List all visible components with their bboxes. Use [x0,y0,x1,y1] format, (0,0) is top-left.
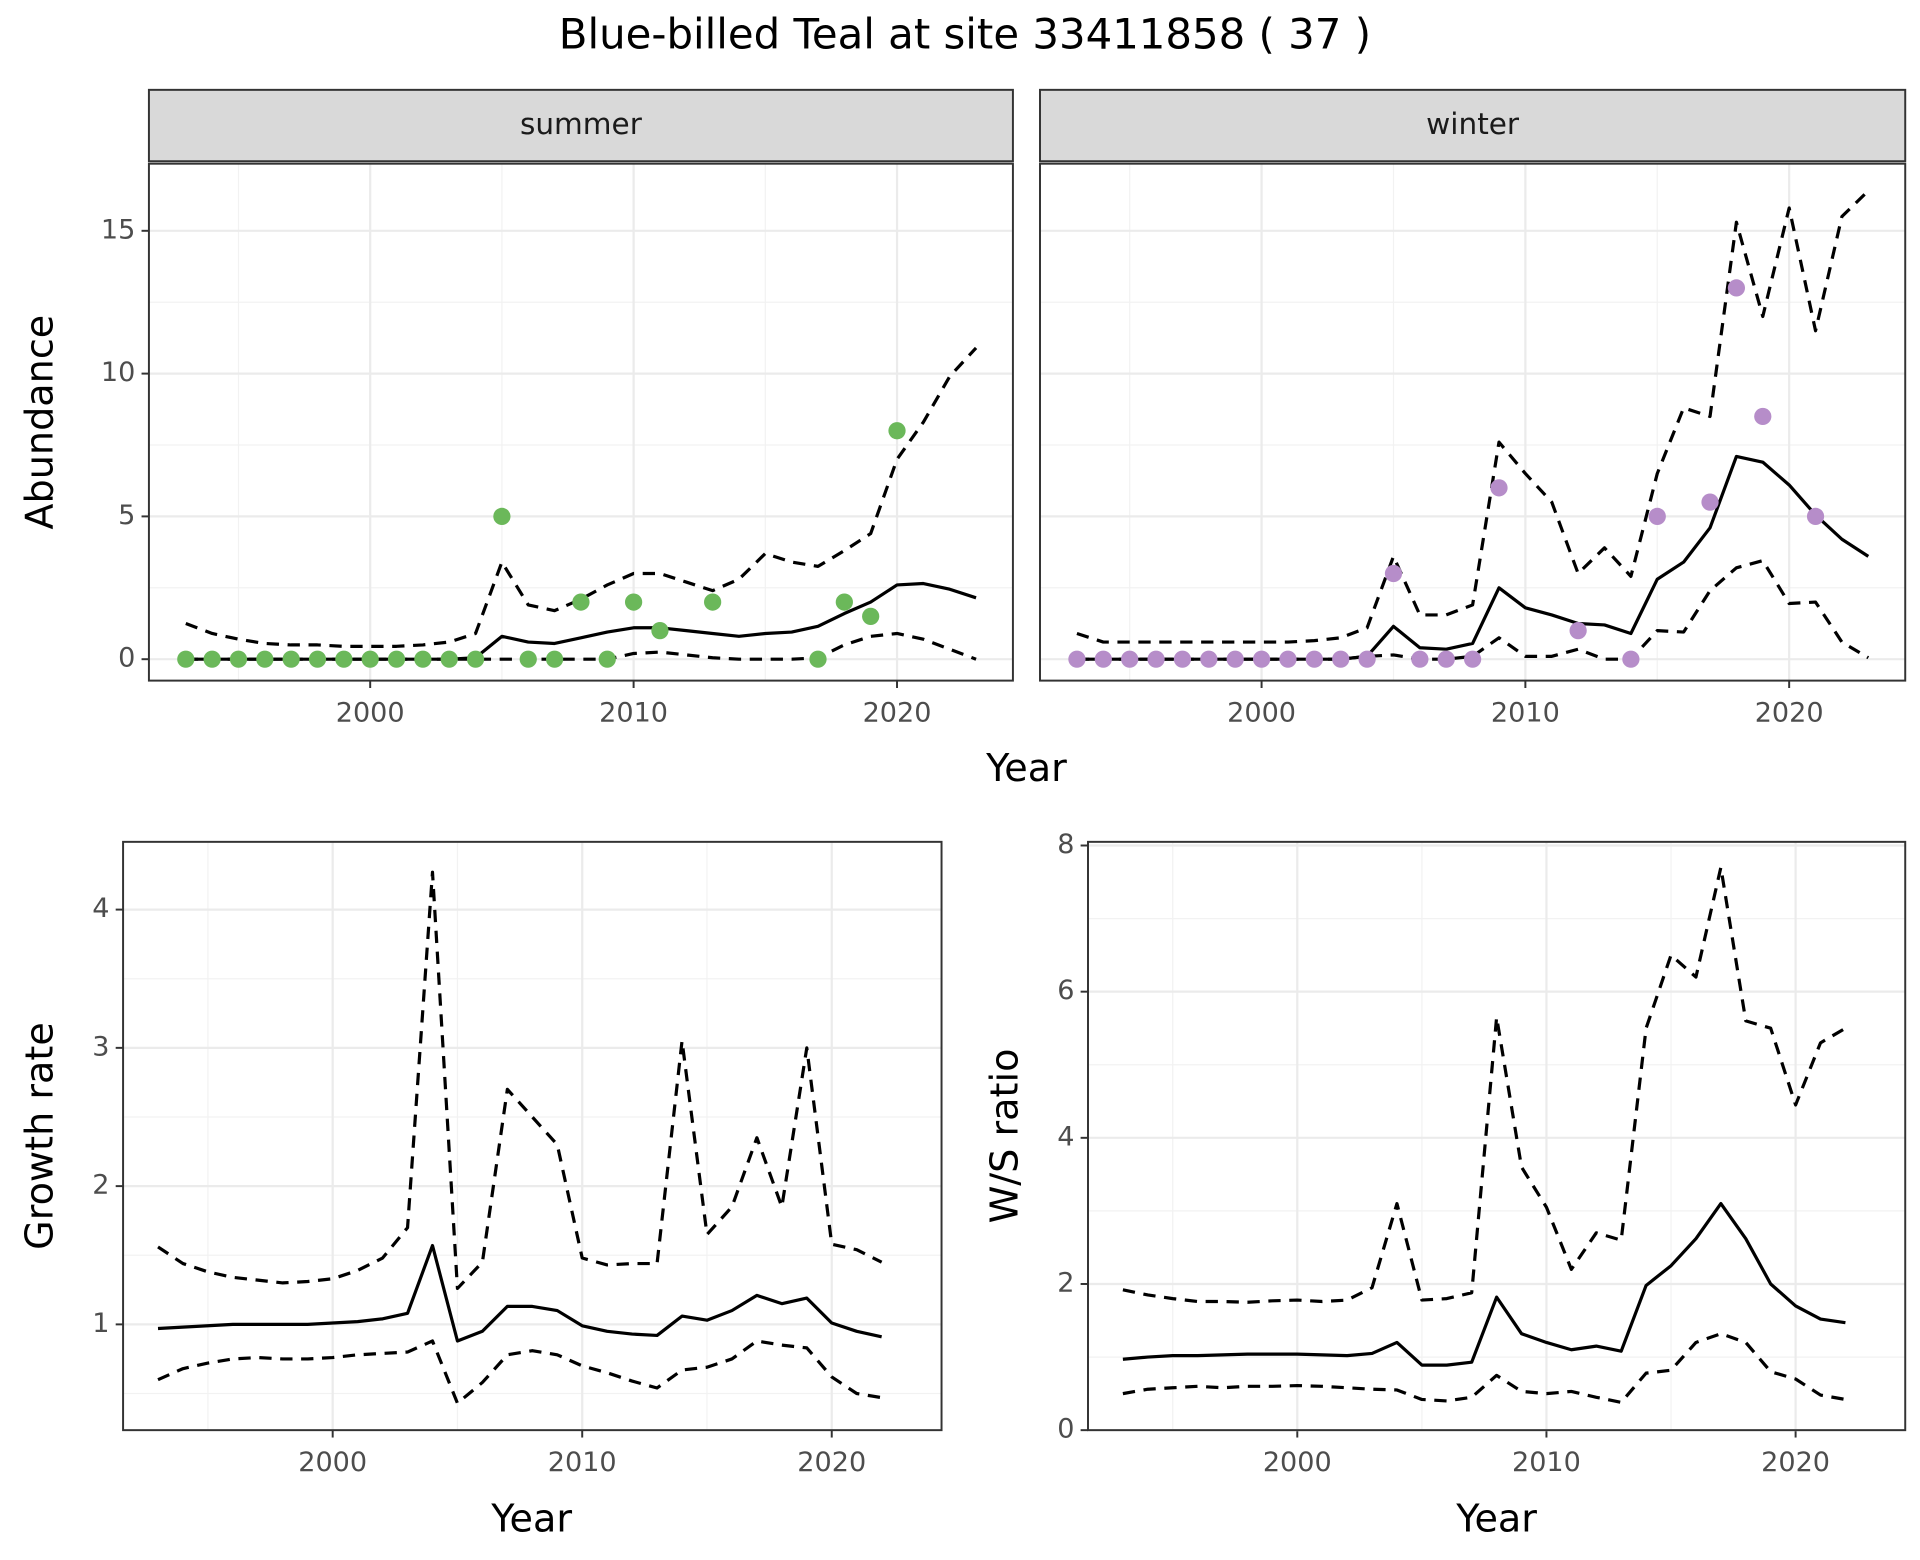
y-axis-title: Abundance [17,315,61,530]
trend-line [157,1243,882,1343]
interval-line [1076,189,1870,644]
data-point [203,650,221,668]
data-point [1437,650,1455,668]
interval-line [185,346,978,648]
x-tick-label: 2020 [797,1447,866,1478]
data-point [361,650,379,668]
data-point [809,650,827,668]
facet-strip [1039,88,1907,163]
data-point [1754,407,1772,426]
data-point [1727,279,1746,297]
x-tick-label: 2010 [599,697,668,728]
facet-label: summer [520,107,643,141]
panel-border [147,162,1014,682]
y-axis-title: W/S ratio [982,1049,1026,1224]
data-point [862,607,880,625]
x-tick-label: 2010 [1491,697,1560,728]
panel-border [1039,162,1907,682]
data-point [835,593,853,611]
data-point [1279,650,1297,668]
data-point [1622,650,1640,668]
data-point [545,650,564,668]
data-point [1569,622,1587,640]
data-point [888,422,906,440]
data-point [493,507,511,526]
panel-border [1087,840,1907,1432]
x-tick-label: 2010 [1512,1447,1581,1478]
data-point [1648,507,1666,526]
x-tick-label: 2000 [298,1447,367,1478]
data-point [1226,650,1244,668]
data-point [414,650,432,668]
x-axis-title: Year [490,1497,572,1541]
y-tick-label: 0 [1057,1414,1074,1445]
x-tick-label: 2020 [863,697,932,728]
data-point [1200,650,1218,668]
data-point [519,650,537,668]
data-point [440,650,458,668]
data-point [335,650,353,668]
y-tick-label: 4 [92,893,109,924]
facet-strip [147,88,1014,163]
y-tick-label: 2 [1057,1267,1074,1298]
data-point [1358,650,1376,668]
y-tick-label: 2 [92,1170,109,1201]
data-point [1305,650,1323,668]
x-tick-label: 2010 [548,1447,617,1478]
data-point [256,650,274,668]
data-point [1147,650,1165,668]
data-point [177,650,195,668]
interval-line [1122,865,1847,1304]
data-point [1490,479,1508,497]
panel-background [123,841,942,1431]
y-tick-label: 15 [101,214,135,245]
data-point [466,650,485,668]
data-point [1384,564,1403,583]
data-point [624,593,643,611]
data-point [704,593,722,611]
y-tick-label: 6 [1057,975,1074,1006]
data-point [572,593,590,611]
data-point [1121,650,1139,668]
data-point [1411,650,1429,668]
data-point [1252,650,1271,668]
panel-border [122,840,943,1432]
y-tick-label: 10 [101,357,135,388]
x-tick-label: 2000 [1263,1447,1332,1478]
y-tick-label: 0 [118,643,135,674]
data-point [229,650,248,668]
y-axis-title: Growth rate [17,1022,61,1250]
x-tick-label: 2020 [1755,697,1824,728]
facet-label: winter [1426,107,1520,141]
data-point [1806,507,1825,526]
data-point [1094,650,1112,668]
x-tick-label: 2000 [336,697,405,728]
data-point [651,622,669,640]
data-point [1332,650,1350,668]
x-tick-label: 2000 [1227,697,1296,728]
data-point [282,650,300,668]
y-tick-label: 1 [92,1308,109,1339]
data-point [1173,650,1192,668]
data-point [598,650,616,668]
x-axis-title: Year [985,746,1067,790]
y-tick-label: 3 [92,1031,109,1062]
x-tick-label: 2020 [1761,1447,1830,1478]
y-tick-label: 4 [1057,1121,1074,1152]
trend-line [1122,1202,1846,1367]
interval-line [157,870,883,1291]
x-axis-title: Year [1455,1497,1537,1541]
figure-title: Blue-billed Teal at site 33411858 ( 37 ) [559,9,1371,58]
y-tick-label: 5 [118,500,135,531]
y-tick-label: 8 [1057,829,1074,860]
data-point [1068,650,1086,668]
panel-background [1088,841,1906,1431]
data-point [387,650,406,668]
data-point [1464,650,1482,668]
data-point [1701,493,1719,511]
data-point [308,650,327,668]
interval-line [157,1339,882,1405]
